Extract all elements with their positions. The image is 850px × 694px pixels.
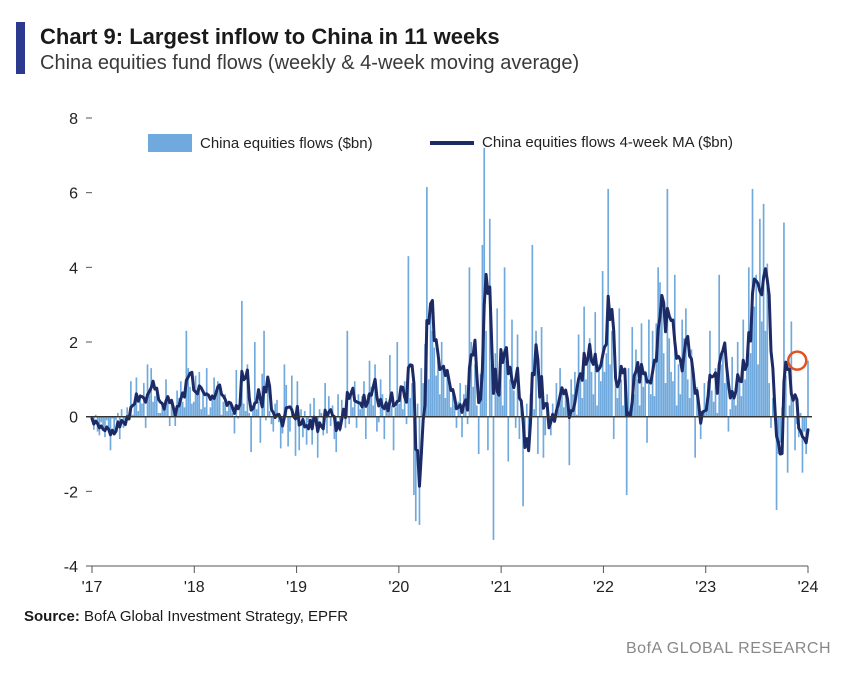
svg-text:'21: '21 [491, 579, 512, 596]
svg-text:2: 2 [69, 335, 78, 352]
svg-text:-4: -4 [64, 559, 78, 576]
legend-bar-series: China equities flows ($bn) [148, 134, 373, 152]
svg-text:4: 4 [69, 260, 78, 277]
svg-text:'22: '22 [593, 579, 614, 596]
legend-bar-swatch [148, 134, 192, 152]
svg-text:'23: '23 [695, 579, 716, 596]
chart-source: Source: BofA Global Investment Strategy,… [24, 608, 348, 625]
svg-text:8: 8 [69, 111, 78, 128]
legend-line-swatch [430, 141, 474, 145]
legend-line-series: China equities flows 4-week MA ($bn) [430, 134, 733, 151]
svg-text:-2: -2 [64, 484, 78, 501]
svg-text:6: 6 [69, 186, 78, 203]
svg-text:'19: '19 [286, 579, 307, 596]
svg-text:'17: '17 [82, 579, 103, 596]
legend-line-label: China equities flows 4-week MA ($bn) [482, 134, 733, 151]
svg-text:'18: '18 [184, 579, 205, 596]
svg-text:0: 0 [69, 410, 78, 427]
source-label: Source: [24, 608, 80, 625]
chart-container: Chart 9: Largest inflow to China in 11 w… [0, 0, 850, 694]
legend-bar-label: China equities flows ($bn) [200, 135, 373, 152]
source-text: BofA Global Investment Strategy, EPFR [84, 608, 348, 625]
svg-text:'24: '24 [798, 579, 819, 596]
plot-area: -4 -2 0 2 4 6 8 '17 '18 '19 '20 '21 '22 '23 '24 [0, 0, 850, 694]
svg-text:'20: '20 [388, 579, 409, 596]
footer-brand: BofA GLOBAL RESEARCH [626, 640, 831, 658]
